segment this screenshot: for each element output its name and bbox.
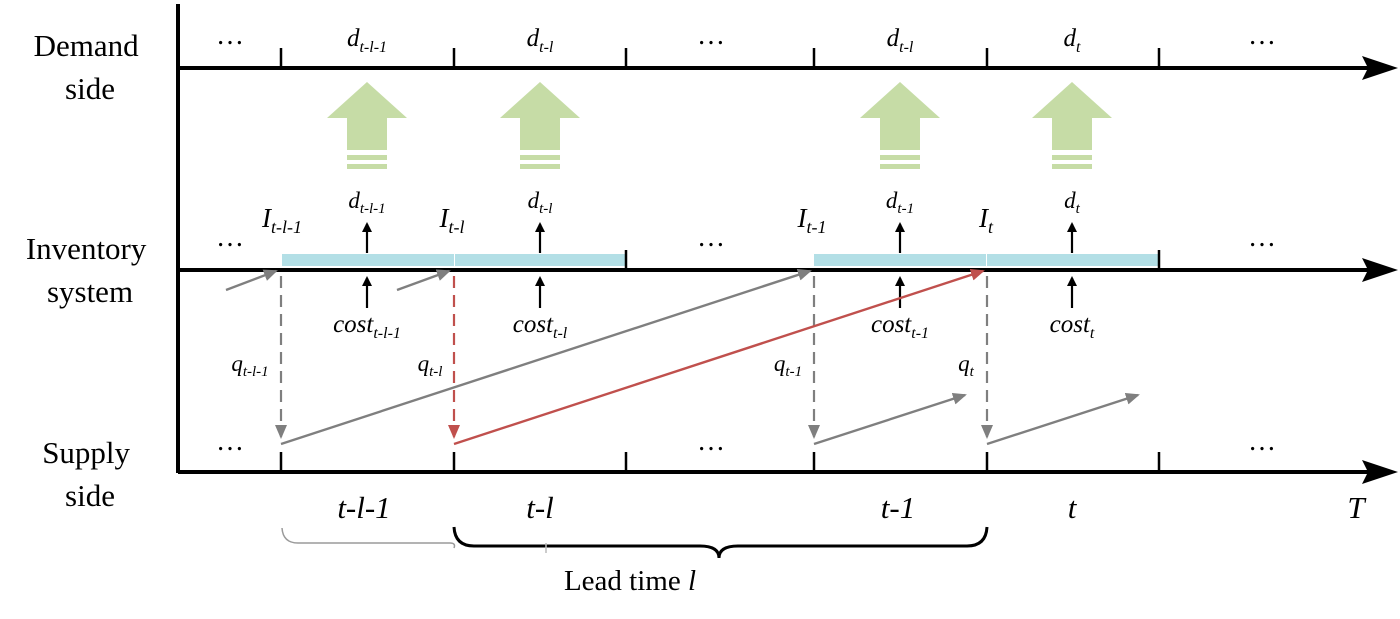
up-arrow-icon	[500, 82, 580, 169]
delivery-arrow	[813, 392, 967, 446]
demand-label: dt-l	[527, 25, 554, 56]
demand-label: dt-l-1	[347, 25, 387, 56]
order-label: qt	[958, 351, 975, 380]
period-label: t	[1068, 490, 1078, 525]
inventory-system-label: Inventory system	[26, 231, 154, 309]
period-labels: t-l-1 t-l t-1 t	[337, 490, 1077, 525]
cost-label: costt	[1050, 311, 1095, 342]
period-label: t-l	[526, 490, 554, 525]
demand-axis-arrowhead	[1362, 56, 1398, 80]
inventory-demand-label: dt	[1064, 188, 1081, 217]
inventory-level-labels: It-l-1 It-l It-1 It	[261, 203, 994, 237]
inventory-bar	[282, 254, 454, 266]
ellipsis: …	[1248, 20, 1276, 51]
inventory-bars	[282, 254, 1159, 266]
inventory-level-label: It-1	[797, 203, 827, 237]
order-label: qt-1	[774, 351, 802, 380]
small-flow-arrows	[362, 222, 1077, 308]
ellipsis: …	[697, 20, 725, 51]
light-bracket	[281, 527, 456, 549]
inventory-bar	[455, 254, 626, 266]
ellipsis: …	[697, 222, 725, 253]
delivery-arrow	[986, 392, 1140, 446]
ellipsis-group: … … … … … … … … …	[216, 20, 1276, 457]
cost-labels: costt-l-1 costt-l costt-1 costt	[333, 311, 1095, 342]
order-label: qt-l-1	[231, 351, 268, 380]
inventory-demand-label: dt-l	[528, 188, 553, 217]
ellipsis: …	[216, 222, 244, 253]
demand-side-label: Demand side	[34, 28, 147, 106]
ellipsis: …	[1248, 426, 1276, 457]
demand-labels: dt-l-1 dt-l dt-l dt	[347, 25, 1081, 56]
inventory-demand-labels: dt-l-1 dt-l dt-1 dt	[348, 188, 1080, 217]
demand-label: dt	[1064, 25, 1082, 56]
inventory-level-label: It	[978, 203, 994, 237]
supply-axis-arrowhead	[1362, 460, 1398, 484]
ellipsis: …	[216, 20, 244, 51]
order-label: qt-l	[418, 351, 443, 380]
cost-label: costt-l-1	[333, 311, 401, 342]
lead-time-label: Lead time l	[564, 565, 696, 597]
up-arrow-icon	[327, 82, 407, 169]
delivery-arrow	[280, 269, 812, 446]
cost-label: costt-l	[513, 311, 568, 342]
time-axis-label: T	[1347, 490, 1367, 525]
inventory-level-label: It-l	[439, 203, 465, 237]
period-label: t-1	[881, 490, 915, 525]
supply-side-label: Supply side	[42, 435, 138, 513]
ellipsis: …	[697, 426, 725, 457]
demand-flow-arrows	[327, 82, 1112, 169]
ellipsis: …	[1248, 222, 1276, 253]
ellipsis: …	[216, 426, 244, 457]
period-label: t-l-1	[337, 490, 390, 525]
inventory-level-label: It-l-1	[261, 203, 302, 237]
up-arrow-icon	[860, 82, 940, 169]
up-arrow-icon	[1032, 82, 1112, 169]
inventory-timeline	[178, 258, 1398, 282]
cost-label: costt-1	[871, 311, 929, 342]
inventory-bar	[987, 254, 1159, 266]
delivery-arrow-highlight	[453, 269, 985, 446]
supply-timeline	[178, 460, 1398, 484]
delivery-arrow	[396, 269, 451, 292]
delivery-arrows	[225, 269, 1140, 446]
inventory-demand-label: dt-1	[886, 188, 914, 217]
demand-label: dt-l	[887, 25, 914, 56]
delivery-arrow	[225, 269, 278, 292]
order-arrows	[275, 276, 993, 439]
order-labels: qt-l-1 qt-l qt-1 qt	[231, 351, 974, 380]
inventory-demand-label: dt-l-1	[348, 188, 385, 217]
tick-marks	[279, 48, 1161, 472]
inventory-axis-arrowhead	[1362, 258, 1398, 282]
lead-time-bracket	[452, 526, 989, 559]
demand-timeline	[178, 56, 1398, 80]
inventory-bar	[814, 254, 986, 266]
